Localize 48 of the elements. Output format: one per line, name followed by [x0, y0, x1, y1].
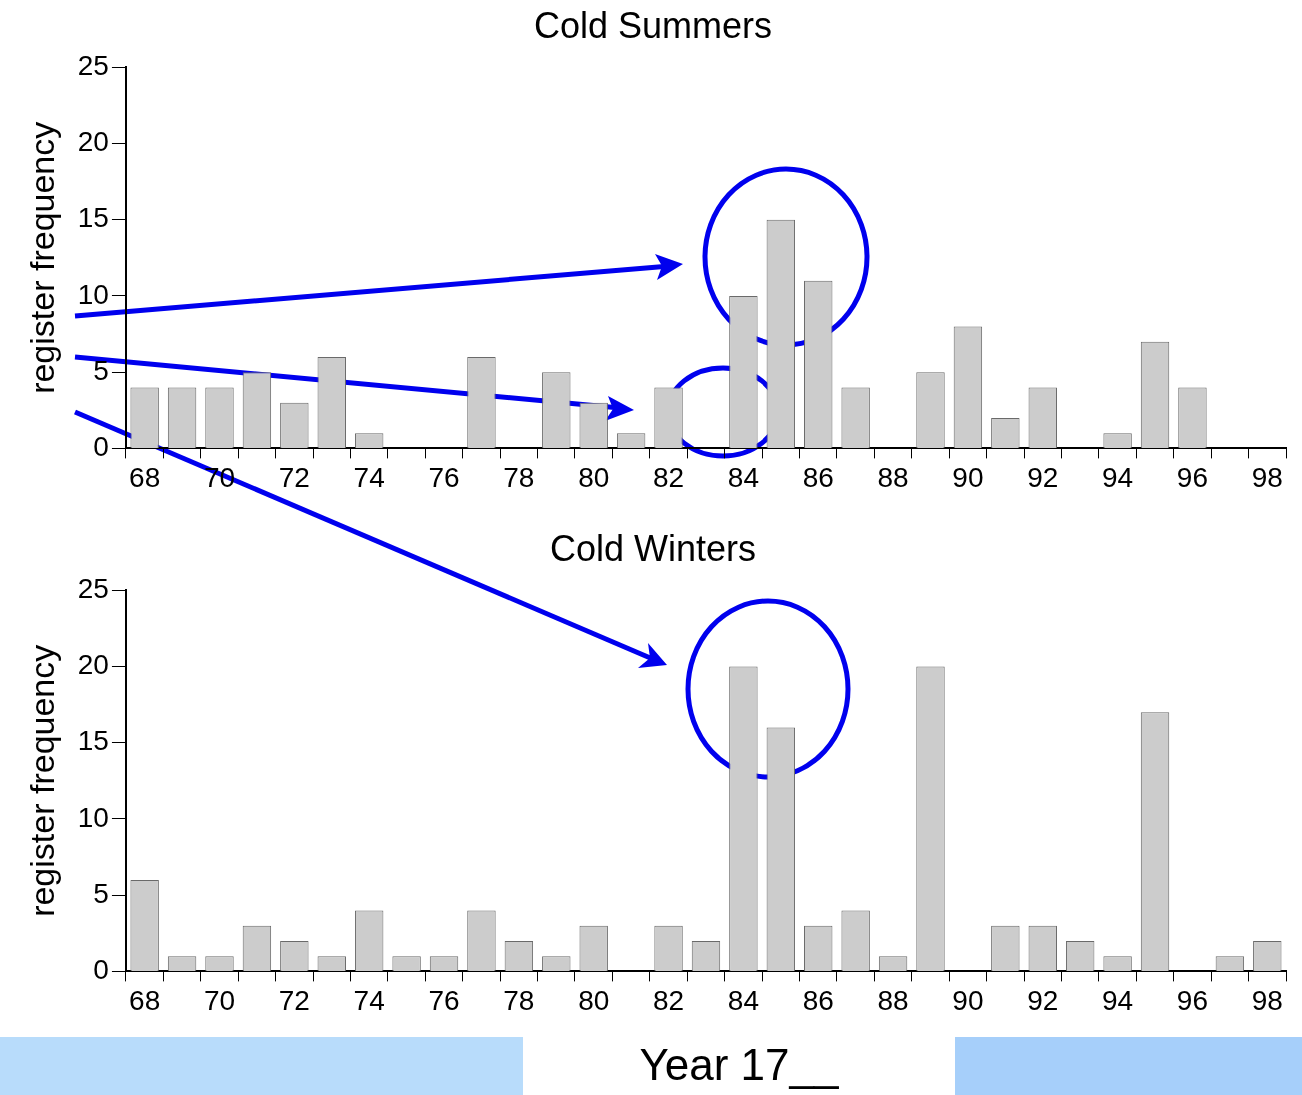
- y-axis-title: register frequency: [22, 121, 61, 394]
- x-tick-label: 88: [877, 984, 909, 1016]
- chart-title: Cold Summers: [533, 4, 773, 46]
- y-tick-label: 25: [77, 572, 109, 604]
- y-tick-label: 15: [77, 725, 109, 757]
- x-tick-label: 82: [652, 984, 685, 1016]
- x-tick-label: 84: [727, 984, 759, 1016]
- x-tick-label: 78: [503, 461, 535, 493]
- y-tick-label: 20: [77, 126, 109, 158]
- x-tick-label: 68: [129, 461, 161, 493]
- y-tick-label: 5: [93, 877, 109, 909]
- y-tick-label: 10: [77, 278, 109, 310]
- x-tick-label: 92: [1027, 984, 1059, 1016]
- y-tick-label: 15: [77, 202, 109, 234]
- x-tick-label: 80: [578, 461, 610, 493]
- chart-title: Cold Winters: [549, 527, 757, 569]
- x-tick-label: 98: [1251, 461, 1283, 493]
- x-tick-label: 88: [877, 461, 909, 493]
- x-tick-label: 94: [1102, 461, 1134, 493]
- y-tick-label: 0: [93, 431, 109, 463]
- x-tick-label: 84: [727, 461, 759, 493]
- y-tick-label: 5: [93, 354, 109, 386]
- x-tick-label: 92: [1027, 461, 1059, 493]
- x-axis-title: Year 17__: [638, 1040, 840, 1090]
- x-tick-label: 94: [1102, 984, 1134, 1016]
- x-tick-label: 68: [129, 984, 161, 1016]
- x-tick-label: 70: [203, 984, 236, 1016]
- x-tick-label: 98: [1251, 984, 1283, 1016]
- x-tick-label: 90: [952, 984, 984, 1016]
- x-tick-label: 80: [578, 984, 610, 1016]
- y-tick-label: 10: [77, 801, 109, 833]
- x-tick-label: 76: [428, 461, 460, 493]
- y-axis-title: register frequency: [22, 644, 61, 917]
- x-tick-label: 74: [353, 984, 385, 1016]
- x-tick-label: 96: [1176, 984, 1209, 1016]
- x-tick-label: 82: [652, 461, 685, 493]
- x-tick-label: 74: [353, 461, 385, 493]
- x-tick-label: 72: [278, 461, 310, 493]
- x-tick-label: 72: [278, 984, 310, 1016]
- x-tick-label: 90: [952, 461, 984, 493]
- x-tick-label: 86: [802, 984, 834, 1016]
- y-tick-label: 25: [77, 49, 109, 81]
- x-tick-label: 96: [1176, 461, 1209, 493]
- x-tick-label: 76: [428, 984, 460, 1016]
- y-tick-label: 0: [93, 954, 109, 986]
- x-tick-label: 86: [802, 461, 834, 493]
- y-tick-label: 20: [77, 649, 109, 681]
- x-tick-label: 78: [503, 984, 535, 1016]
